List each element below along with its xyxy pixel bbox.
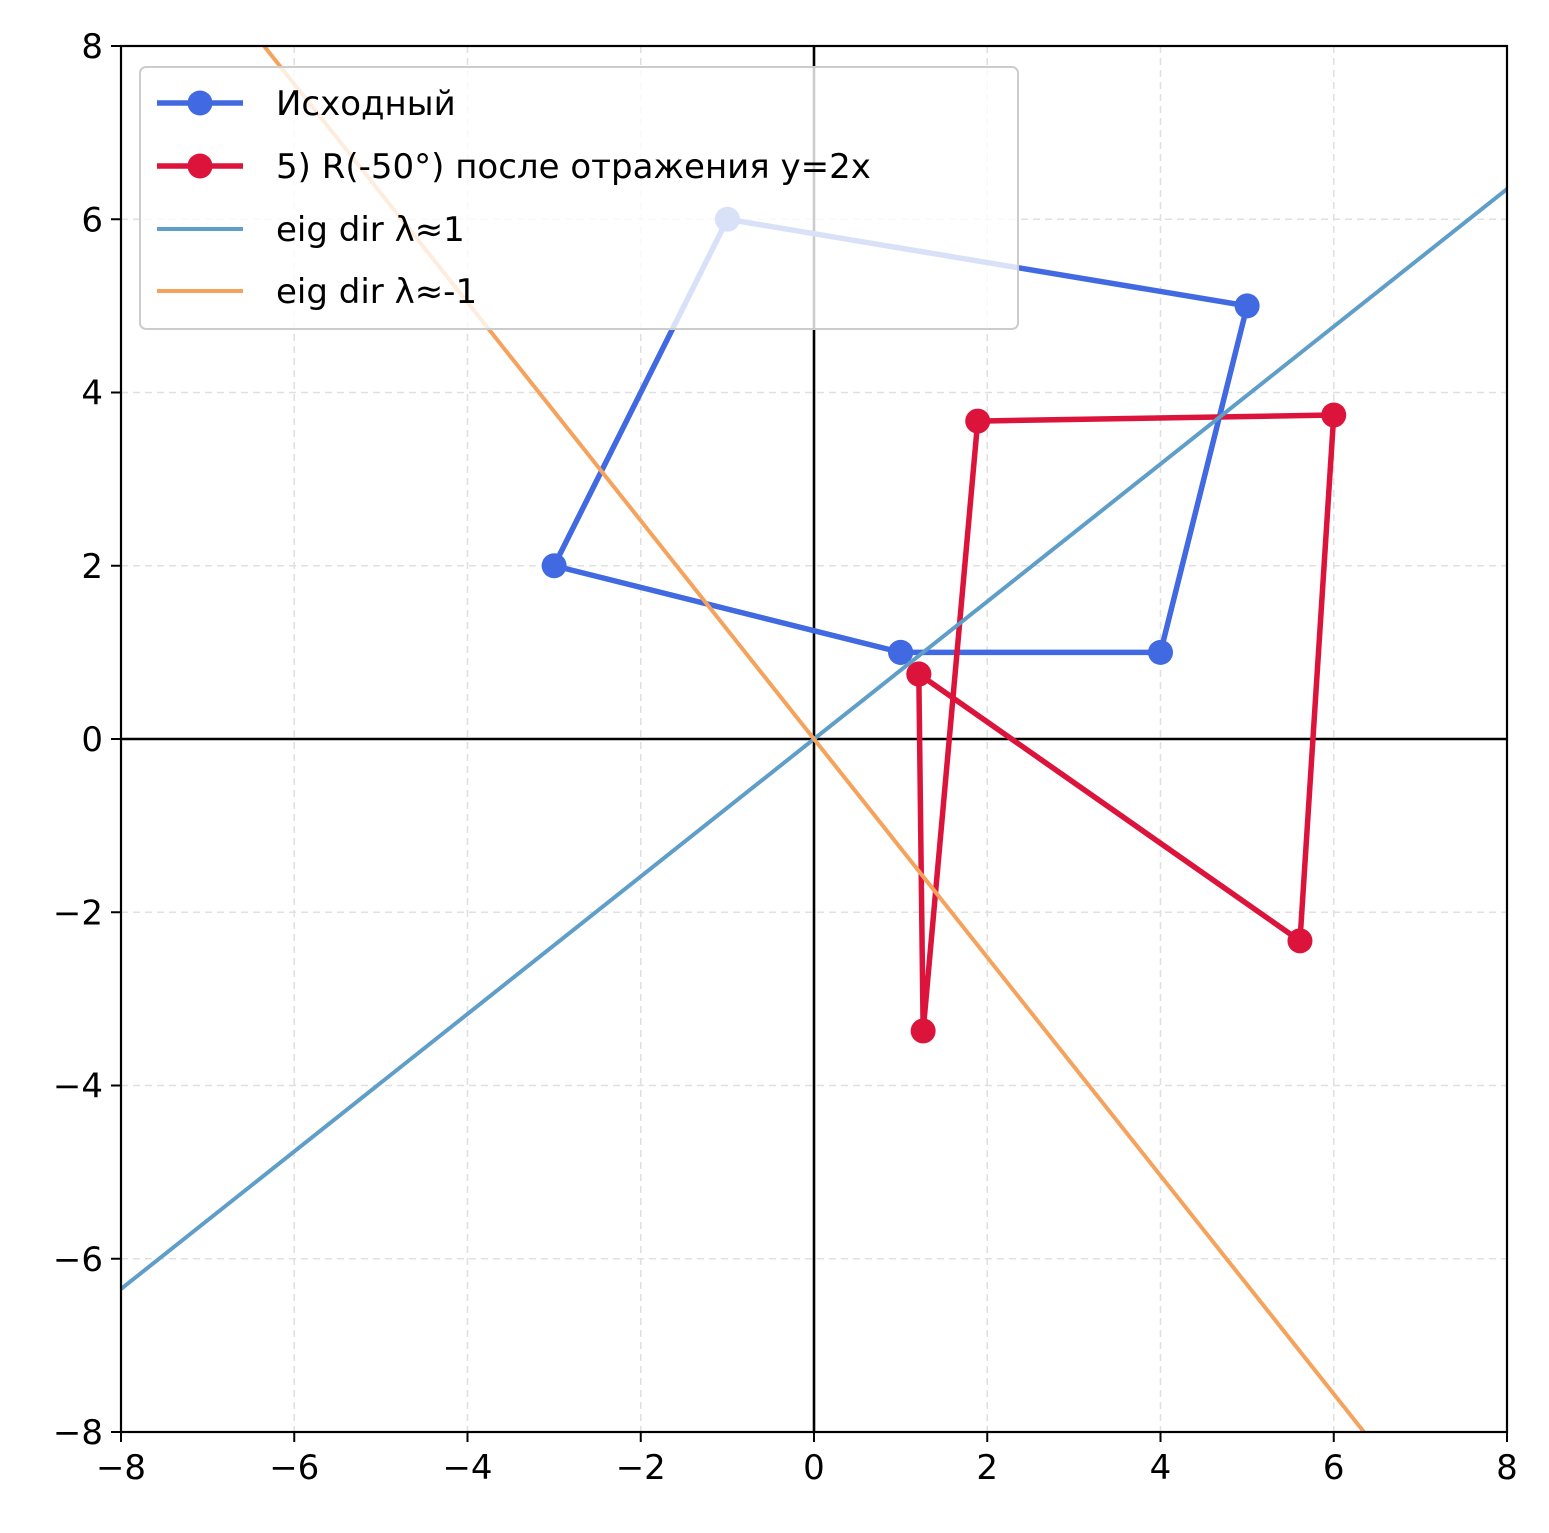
y-tick-label: −4: [53, 1067, 103, 1107]
y-tick-label: 4: [81, 374, 103, 414]
x-tick-label: −8: [96, 1448, 146, 1488]
x-tick-label: 0: [803, 1448, 825, 1488]
ticks: −8 −6 −4 −2 0 2 4 6 8 −8 −6 −4 −2 0 2 4 6 8: [53, 27, 1518, 1488]
legend: Исходный 5) R(-50°) после отражения y=2x e…: [139, 66, 1019, 330]
y-tick-label: 0: [81, 720, 103, 760]
legend-label: eig dir λ≈-1: [276, 272, 477, 312]
x-tick-label: 4: [1150, 1448, 1172, 1488]
y-tick-label: 8: [81, 27, 103, 67]
legend-marker: [187, 153, 213, 179]
legend-label: 5) R(-50°) после отражения y=2x: [276, 147, 871, 187]
data-point: [1234, 293, 1260, 319]
y-tick-label: −6: [53, 1240, 103, 1280]
legend-box: [139, 66, 1019, 330]
legend-label: Исходный: [276, 84, 456, 124]
x-tick-label: −6: [269, 1448, 319, 1488]
data-point: [906, 661, 932, 687]
series-line-2: [916, 412, 1337, 1034]
x-tick-label: 6: [1323, 1448, 1345, 1488]
x-tick-label: 2: [976, 1448, 998, 1488]
y-tick-label: −8: [53, 1413, 103, 1453]
data-point: [910, 1018, 936, 1044]
data-point: [1148, 639, 1173, 665]
y-tick-label: −2: [53, 893, 103, 933]
data-point: [1287, 928, 1313, 954]
legend-marker: [187, 90, 213, 116]
data-point: [1321, 402, 1347, 428]
x-tick-label: −2: [616, 1448, 666, 1488]
y-tick-label: 2: [81, 547, 103, 587]
legend-label: eig dir λ≈1: [276, 210, 465, 250]
y-tick-label: 6: [81, 200, 103, 240]
data-point: [965, 408, 991, 434]
x-tick-label: −4: [442, 1448, 492, 1488]
data-point: [888, 639, 914, 665]
x-tick-label: 8: [1496, 1448, 1518, 1488]
data-point: [541, 553, 567, 579]
